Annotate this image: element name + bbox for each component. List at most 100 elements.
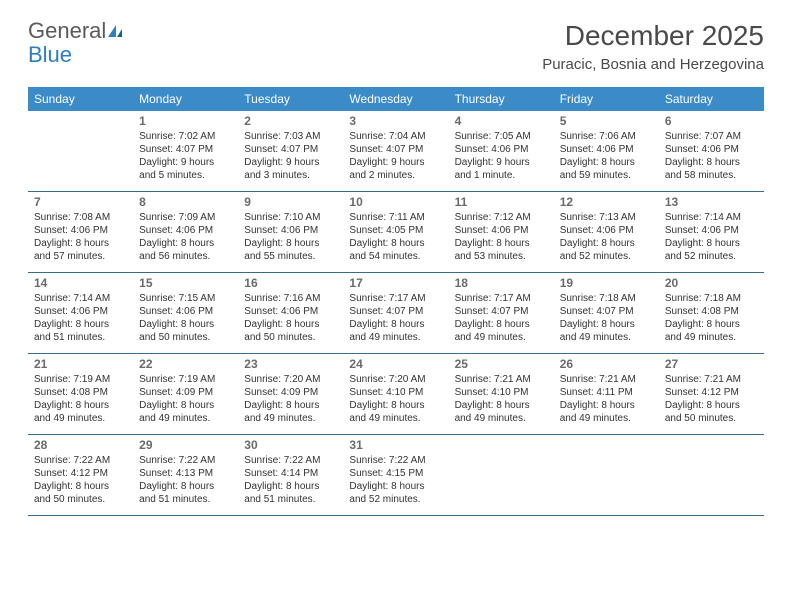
sunrise-text: Sunrise: 7:21 AM — [455, 373, 548, 386]
sunset-text: Sunset: 4:06 PM — [34, 305, 127, 318]
day-cell: 25Sunrise: 7:21 AMSunset: 4:10 PMDayligh… — [449, 354, 554, 434]
day-cell: 2Sunrise: 7:03 AMSunset: 4:07 PMDaylight… — [238, 111, 343, 191]
sunrise-text: Sunrise: 7:07 AM — [665, 130, 758, 143]
sunrise-text: Sunrise: 7:09 AM — [139, 211, 232, 224]
daylight-text: Daylight: 8 hours and 49 minutes. — [34, 399, 127, 425]
daylight-text: Daylight: 8 hours and 58 minutes. — [665, 156, 758, 182]
day-cell: 9Sunrise: 7:10 AMSunset: 4:06 PMDaylight… — [238, 192, 343, 272]
sunrise-text: Sunrise: 7:14 AM — [34, 292, 127, 305]
location-label: Puracic, Bosnia and Herzegovina — [542, 56, 764, 73]
day-cell: 31Sunrise: 7:22 AMSunset: 4:15 PMDayligh… — [343, 435, 448, 515]
day-number: 24 — [349, 357, 442, 371]
day-info: Sunrise: 7:21 AMSunset: 4:12 PMDaylight:… — [665, 373, 758, 425]
sunrise-text: Sunrise: 7:20 AM — [349, 373, 442, 386]
sunrise-text: Sunrise: 7:22 AM — [349, 454, 442, 467]
day-cell: 11Sunrise: 7:12 AMSunset: 4:06 PMDayligh… — [449, 192, 554, 272]
daylight-text: Daylight: 8 hours and 49 minutes. — [455, 318, 548, 344]
daylight-text: Daylight: 8 hours and 50 minutes. — [244, 318, 337, 344]
daylight-text: Daylight: 8 hours and 49 minutes. — [349, 399, 442, 425]
brand-word1: General — [28, 18, 106, 43]
day-cell: 27 Sunrise: 7:21 AMSunset: 4:12 PMDayligh… — [659, 354, 764, 434]
day-number: 2 — [244, 114, 337, 128]
sunset-text: Sunset: 4:06 PM — [139, 305, 232, 318]
day-number: 3 — [349, 114, 442, 128]
day-header: Wednesday — [343, 87, 448, 111]
sunset-text: Sunset: 4:06 PM — [560, 224, 653, 237]
day-cell — [28, 111, 133, 191]
day-info: Sunrise: 7:22 AMSunset: 4:14 PMDaylight:… — [244, 454, 337, 506]
day-cell: 10Sunrise: 7:11 AMSunset: 4:05 PMDayligh… — [343, 192, 448, 272]
daylight-text: Daylight: 8 hours and 49 minutes. — [349, 318, 442, 344]
sunset-text: Sunset: 4:06 PM — [244, 305, 337, 318]
day-info: Sunrise: 7:11 AMSunset: 4:05 PMDaylight:… — [349, 211, 442, 263]
day-number: 26 — [560, 357, 653, 371]
daylight-text: Daylight: 8 hours and 51 minutes. — [244, 480, 337, 506]
day-info: Sunrise: 7:19 AMSunset: 4:09 PMDaylight:… — [139, 373, 232, 425]
day-info: Sunrise: 7:22 AMSunset: 4:12 PMDaylight:… — [34, 454, 127, 506]
daylight-text: Daylight: 8 hours and 52 minutes. — [560, 237, 653, 263]
day-header: Tuesday — [238, 87, 343, 111]
sunrise-text: Sunrise: 7:06 AM — [560, 130, 653, 143]
sunrise-text: Sunrise: 7:17 AM — [349, 292, 442, 305]
day-number: 14 — [34, 276, 127, 290]
day-info: Sunrise: 7:21 AMSunset: 4:11 PMDaylight:… — [560, 373, 653, 425]
day-cell: 12 Sunrise: 7:13 AMSunset: 4:06 PMDayligh… — [554, 192, 659, 272]
day-info: Sunrise: 7:17 AMSunset: 4:07 PMDaylight:… — [455, 292, 548, 344]
day-cell: 15Sunrise: 7:15 AMSunset: 4:06 PMDayligh… — [133, 273, 238, 353]
sunrise-text: Sunrise: 7:08 AM — [34, 211, 127, 224]
sunrise-text: Sunrise: 7:04 AM — [349, 130, 442, 143]
sunrise-text: Sunrise: 7:12 AM — [455, 211, 548, 224]
calendar-grid: SundayMondayTuesdayWednesdayThursdayFrid… — [28, 87, 764, 516]
day-cell: 4Sunrise: 7:05 AMSunset: 4:06 PMDaylight… — [449, 111, 554, 191]
sunset-text: Sunset: 4:06 PM — [455, 224, 548, 237]
sunset-text: Sunset: 4:10 PM — [349, 386, 442, 399]
day-cell: 26 Sunrise: 7:21 AMSunset: 4:11 PMDayligh… — [554, 354, 659, 434]
day-info: Sunrise: 7:06 AMSunset: 4:06 PMDaylight:… — [560, 130, 653, 182]
day-number: 27 — [665, 357, 758, 371]
day-cell: 16 Sunrise: 7:16 AMSunset: 4:06 PMDayligh… — [238, 273, 343, 353]
day-number: 28 — [34, 438, 127, 452]
day-info: Sunrise: 7:08 AMSunset: 4:06 PMDaylight:… — [34, 211, 127, 263]
sunset-text: Sunset: 4:06 PM — [139, 224, 232, 237]
day-number: 1 — [139, 114, 232, 128]
daylight-text: Daylight: 8 hours and 49 minutes. — [455, 399, 548, 425]
day-info: Sunrise: 7:07 AMSunset: 4:06 PMDaylight:… — [665, 130, 758, 182]
day-cell: 28 Sunrise: 7:22 AMSunset: 4:12 PMDayligh… — [28, 435, 133, 515]
sunrise-text: Sunrise: 7:19 AM — [34, 373, 127, 386]
day-number: 29 — [139, 438, 232, 452]
daylight-text: Daylight: 8 hours and 51 minutes. — [139, 480, 232, 506]
day-info: Sunrise: 7:21 AMSunset: 4:10 PMDaylight:… — [455, 373, 548, 425]
daylight-text: Daylight: 9 hours and 3 minutes. — [244, 156, 337, 182]
day-number: 22 — [139, 357, 232, 371]
day-info: Sunrise: 7:16 AMSunset: 4:06 PMDaylight:… — [244, 292, 337, 344]
day-cell: 30Sunrise: 7:22 AMSunset: 4:14 PMDayligh… — [238, 435, 343, 515]
day-cell: 13Sunrise: 7:14 AMSunset: 4:06 PMDayligh… — [659, 192, 764, 272]
sunset-text: Sunset: 4:12 PM — [665, 386, 758, 399]
sail-icon — [106, 23, 124, 44]
day-number: 12 — [560, 195, 653, 209]
sunset-text: Sunset: 4:07 PM — [455, 305, 548, 318]
day-cell: 19Sunrise: 7:18 AMSunset: 4:07 PMDayligh… — [554, 273, 659, 353]
sunrise-text: Sunrise: 7:03 AM — [244, 130, 337, 143]
day-info: Sunrise: 7:18 AMSunset: 4:08 PMDaylight:… — [665, 292, 758, 344]
day-cell: 18Sunrise: 7:17 AMSunset: 4:07 PMDayligh… — [449, 273, 554, 353]
day-info: Sunrise: 7:13 AMSunset: 4:06 PMDaylight:… — [560, 211, 653, 263]
day-number: 19 — [560, 276, 653, 290]
day-number: 6 — [665, 114, 758, 128]
weeks-container: 1Sunrise: 7:02 AMSunset: 4:07 PMDaylight… — [28, 111, 764, 516]
day-cell: 14Sunrise: 7:14 AMSunset: 4:06 PMDayligh… — [28, 273, 133, 353]
sunrise-text: Sunrise: 7:18 AM — [560, 292, 653, 305]
day-info: Sunrise: 7:14 AMSunset: 4:06 PMDaylight:… — [665, 211, 758, 263]
sunrise-text: Sunrise: 7:13 AM — [560, 211, 653, 224]
sunset-text: Sunset: 4:15 PM — [349, 467, 442, 480]
sunrise-text: Sunrise: 7:22 AM — [34, 454, 127, 467]
day-number: 16 — [244, 276, 337, 290]
week-row: 14Sunrise: 7:14 AMSunset: 4:06 PMDayligh… — [28, 273, 764, 354]
daylight-text: Daylight: 8 hours and 52 minutes. — [665, 237, 758, 263]
sunset-text: Sunset: 4:07 PM — [560, 305, 653, 318]
day-info: Sunrise: 7:05 AMSunset: 4:06 PMDaylight:… — [455, 130, 548, 182]
daylight-text: Daylight: 8 hours and 50 minutes. — [139, 318, 232, 344]
sunrise-text: Sunrise: 7:11 AM — [349, 211, 442, 224]
daylight-text: Daylight: 9 hours and 5 minutes. — [139, 156, 232, 182]
sunset-text: Sunset: 4:06 PM — [560, 143, 653, 156]
